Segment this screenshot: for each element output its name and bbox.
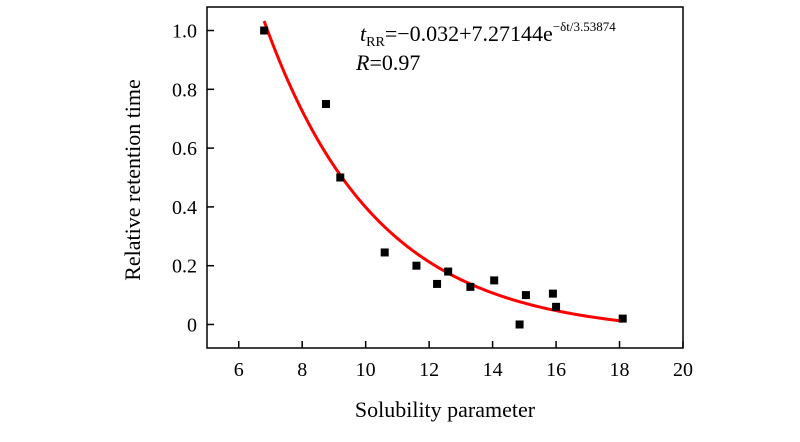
equation-body: =−0.032+7.27144e [385,21,553,46]
data-point [548,289,557,298]
equation-prefix-sub: RR [366,35,385,50]
fit-equation: tRR=−0.032+7.27144e−δt/3.53874 [360,19,616,50]
r-prefix: R [355,50,370,75]
plot-frame [206,6,684,349]
y-axis-title: Relative retention time [120,79,145,281]
data-point [336,173,345,182]
x-axis-ticks: 6 8 10 12 14 16 18 20 [234,341,693,381]
equation-exponent: −δt/3.53874 [553,19,616,34]
x-axis-title: Solubility parameter [355,397,536,422]
y-tick-label: 1.0 [172,21,197,43]
y-tick-label: 0 [187,314,197,336]
data-point [444,267,453,276]
data-point [490,276,499,285]
data-point [433,279,442,288]
y-axis-ticks: 0 0.2 0.4 0.6 0.8 1.0 [172,21,214,336]
data-point [618,314,627,323]
data-point [515,320,524,329]
y-tick-label: 0.8 [172,79,197,101]
x-tick-label: 6 [234,359,244,381]
x-tick-label: 18 [610,359,630,381]
r-body: =0.97 [369,50,420,75]
y-tick-label: 0.4 [172,197,197,219]
data-point [412,261,421,270]
data-points [260,26,627,329]
x-tick-label: 8 [297,359,307,381]
data-point [466,282,475,291]
data-point [260,26,269,35]
x-tick-label: 12 [419,359,439,381]
equation-prefix: t [360,21,367,46]
x-tick-label: 10 [356,359,376,381]
data-point [322,100,330,109]
r-value: R=0.97 [355,50,420,75]
y-tick-label: 0.6 [172,138,197,160]
x-tick-label: 20 [673,359,693,381]
data-point [380,248,389,257]
y-tick-label: 0.2 [172,256,197,278]
fit-curve [262,20,623,323]
data-point [552,302,561,311]
x-tick-label: 14 [483,359,503,381]
x-tick-label: 16 [546,359,566,381]
data-point [521,291,530,300]
